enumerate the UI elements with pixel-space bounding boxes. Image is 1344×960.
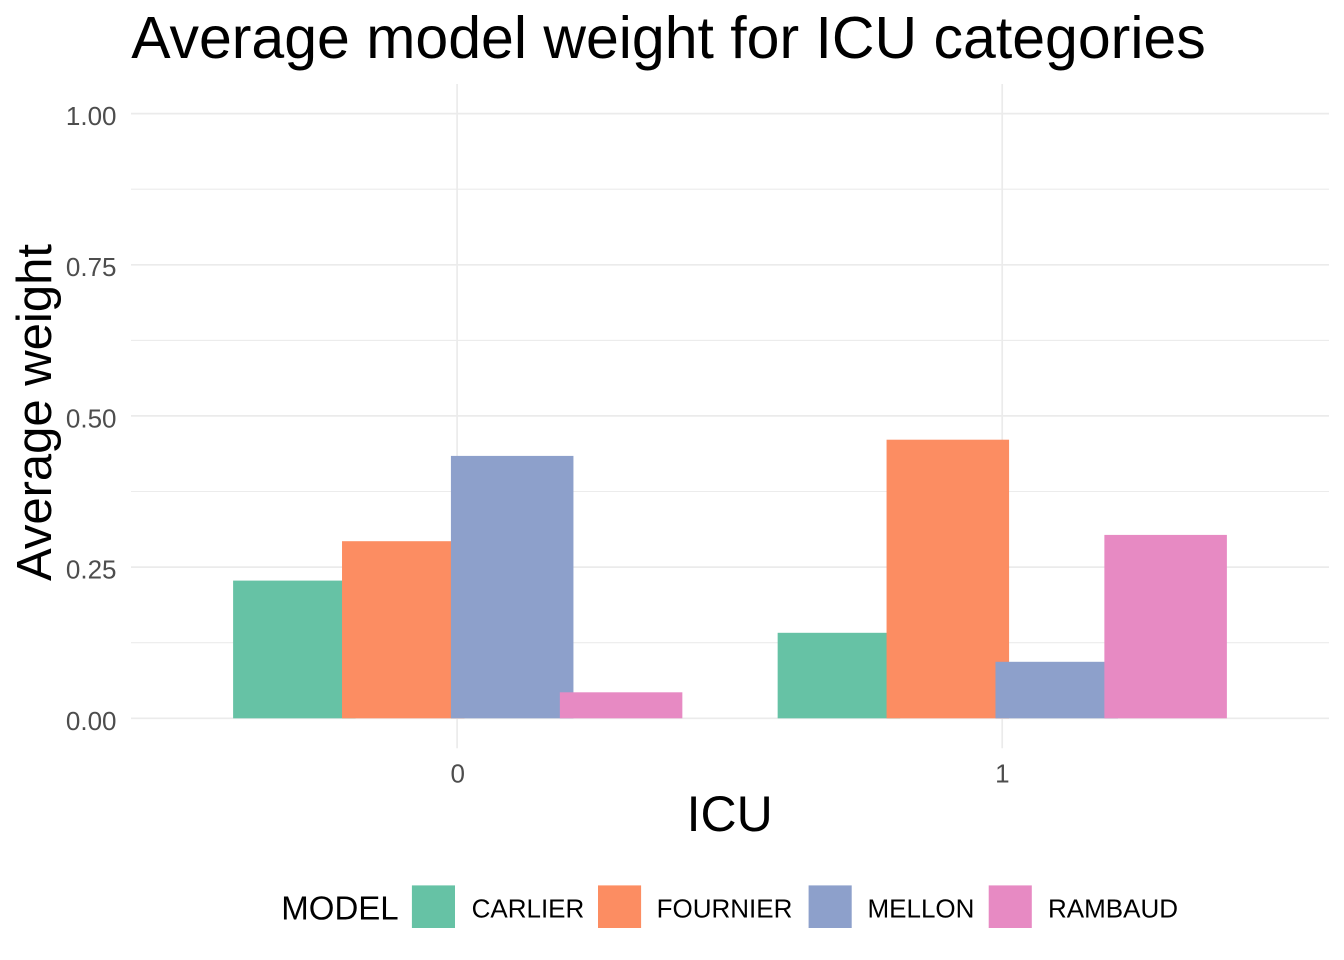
svg-text:RAMBAUD: RAMBAUD bbox=[1048, 893, 1178, 923]
svg-text:Average model weight for ICU c: Average model weight for ICU categories bbox=[131, 5, 1206, 71]
svg-text:MODEL: MODEL bbox=[281, 889, 398, 926]
svg-text:0.50: 0.50 bbox=[66, 403, 117, 433]
svg-text:0.00: 0.00 bbox=[66, 706, 117, 736]
svg-text:0: 0 bbox=[450, 759, 464, 789]
svg-text:0.25: 0.25 bbox=[66, 555, 117, 585]
svg-text:1: 1 bbox=[995, 759, 1009, 789]
svg-text:CARLIER: CARLIER bbox=[472, 893, 585, 923]
svg-text:MELLON: MELLON bbox=[868, 893, 975, 923]
svg-text:1.00: 1.00 bbox=[66, 101, 117, 131]
svg-text:Average weight: Average weight bbox=[8, 244, 62, 581]
svg-text:FOURNIER: FOURNIER bbox=[657, 893, 793, 923]
svg-text:0.75: 0.75 bbox=[66, 252, 117, 282]
svg-text:ICU: ICU bbox=[687, 786, 773, 842]
